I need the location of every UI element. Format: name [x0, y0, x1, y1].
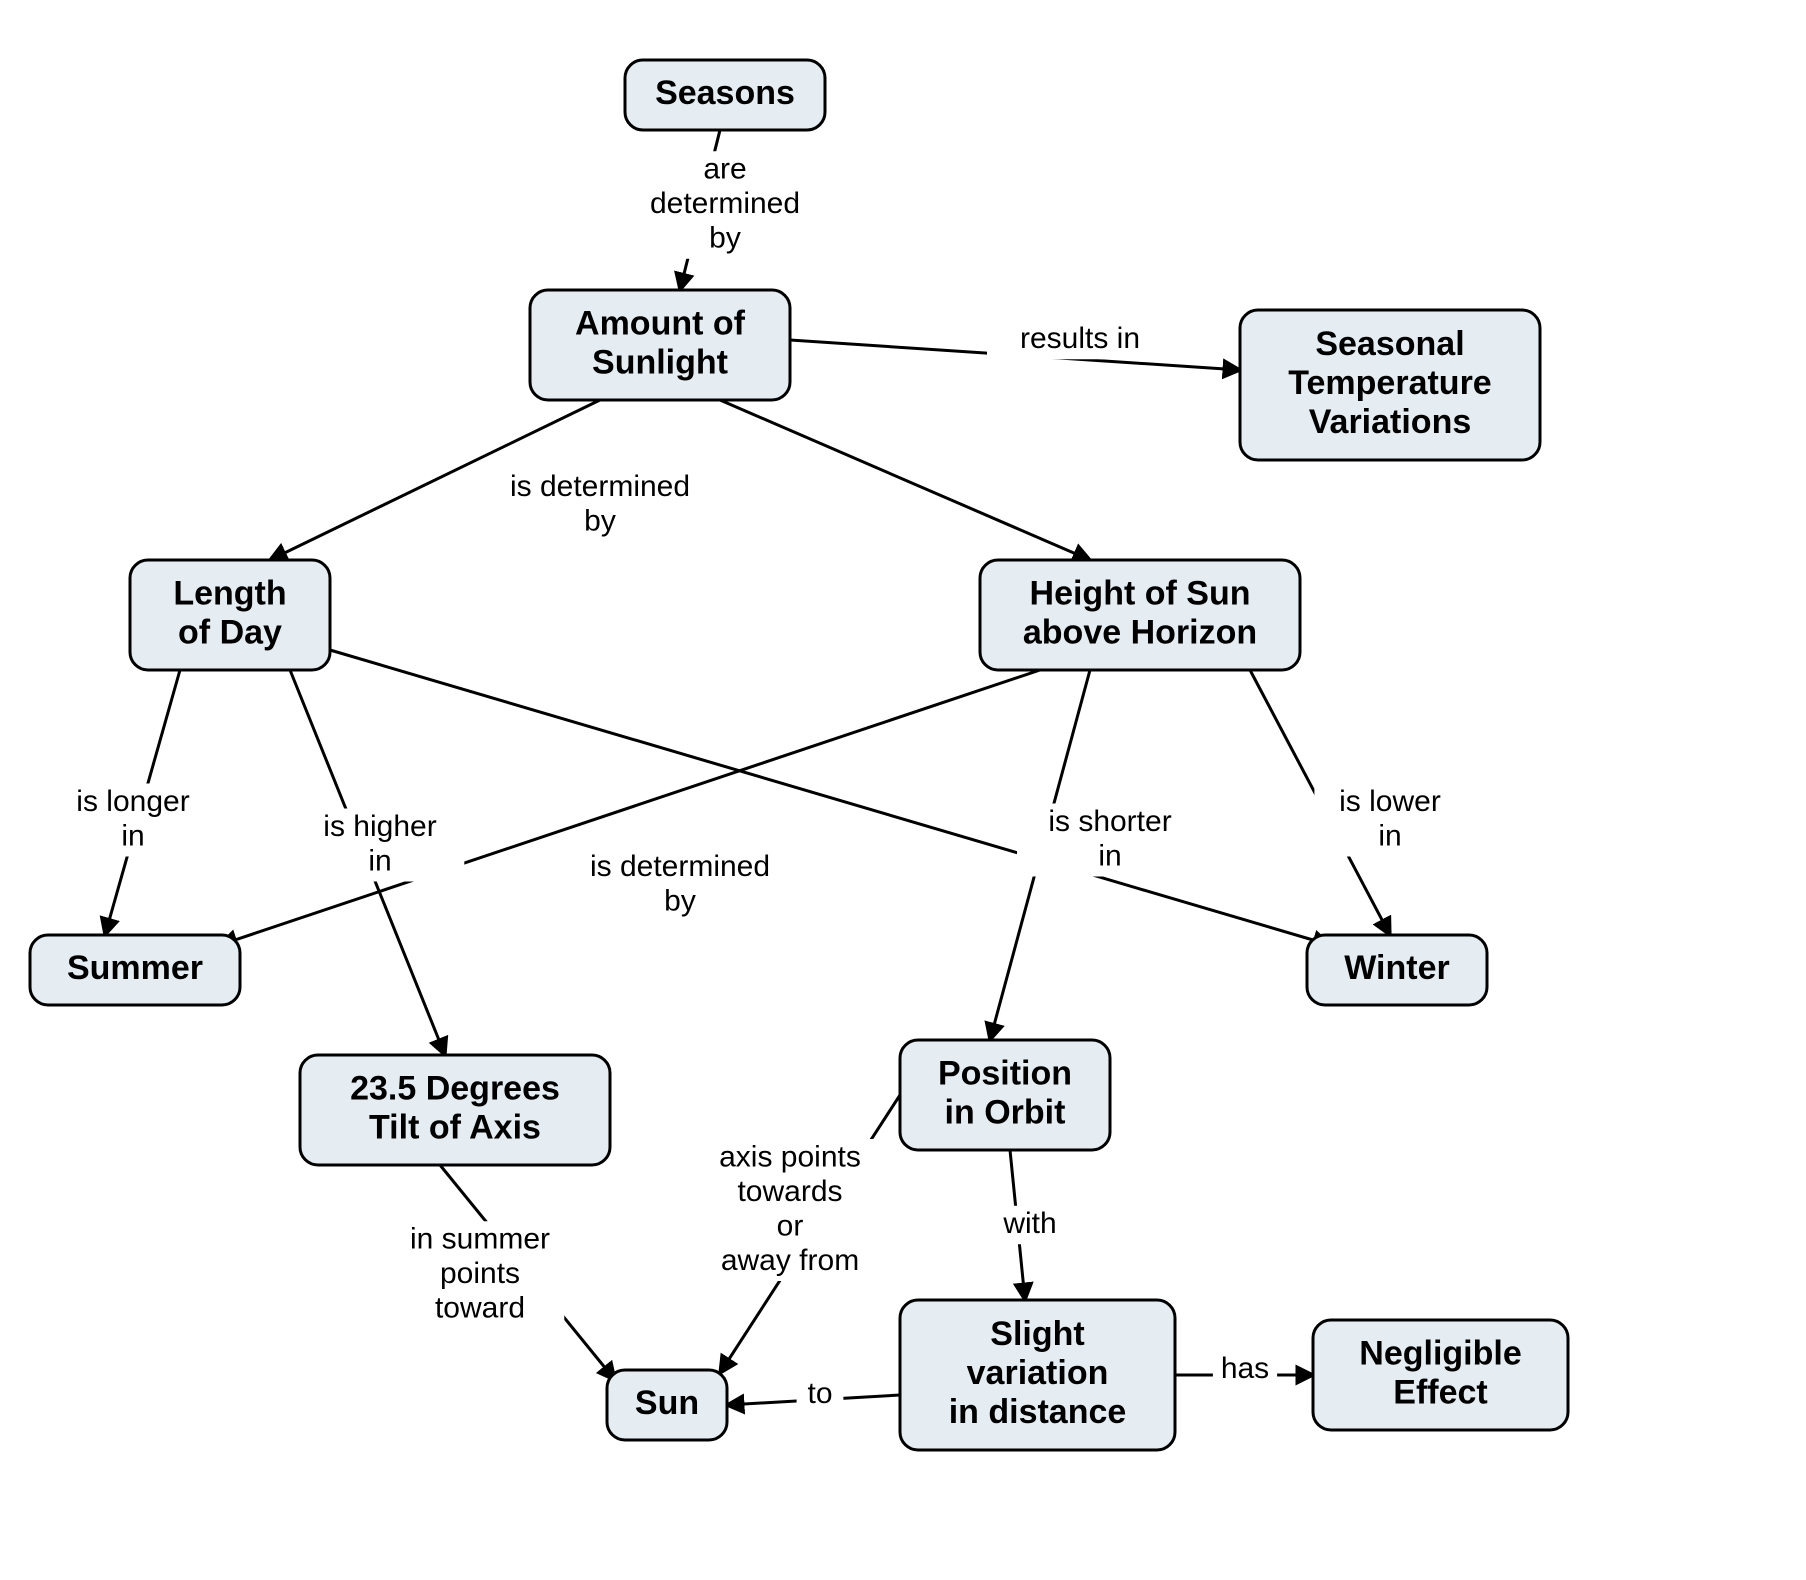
node-label: Lengthof Day: [173, 574, 286, 651]
node-negligible: NegligibleEffect: [1313, 1320, 1568, 1430]
node-label: Amount ofSunlight: [575, 304, 746, 381]
node-label: Winter: [1344, 949, 1449, 987]
node-label: Positionin Orbit: [938, 1054, 1072, 1131]
node-stv: SeasonalTemperatureVariations: [1240, 310, 1540, 460]
node-sun: Sun: [607, 1370, 727, 1440]
edge-label: results in: [1020, 322, 1140, 355]
edge-label: has: [1221, 1352, 1269, 1385]
edge-line: [720, 400, 1090, 560]
edge-label: to: [807, 1377, 832, 1410]
node-label: 23.5 DegreesTilt of Axis: [350, 1069, 560, 1146]
edge-line: [330, 650, 1330, 945]
edge-label: with: [1002, 1207, 1056, 1240]
node-amount: Amount ofSunlight: [530, 290, 790, 400]
node-label: SeasonalTemperatureVariations: [1288, 325, 1491, 441]
node-label: Sun: [635, 1384, 699, 1422]
node-summer: Summer: [30, 935, 240, 1005]
node-seasons: Seasons: [625, 60, 825, 130]
node-label: Summer: [67, 949, 203, 987]
node-tilt: 23.5 DegreesTilt of Axis: [300, 1055, 610, 1165]
node-label: Height of Sunabove Horizon: [1023, 574, 1257, 651]
node-label: Seasons: [655, 74, 795, 112]
concept-map: aredeterminedbyresults inis determinedby…: [0, 0, 1806, 1580]
node-variation: Slightvariationin distance: [900, 1300, 1175, 1450]
node-position: Positionin Orbit: [900, 1040, 1110, 1150]
node-length: Lengthof Day: [130, 560, 330, 670]
node-height: Height of Sunabove Horizon: [980, 560, 1300, 670]
node-winter: Winter: [1307, 935, 1487, 1005]
